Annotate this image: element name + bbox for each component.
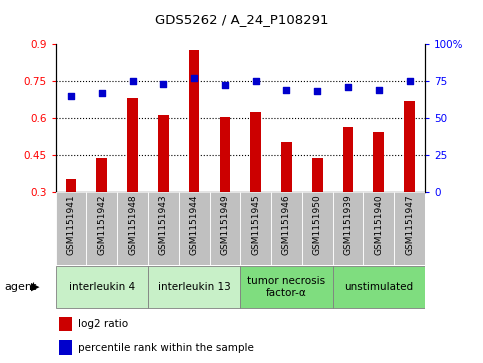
Bar (86, 192, 117, 265)
Point (375, 87, 383, 93)
Text: GSM1151949: GSM1151949 (220, 195, 229, 255)
Bar (148, 192, 179, 265)
Point (406, 78, 413, 83)
Text: GSM1151941: GSM1151941 (67, 195, 75, 255)
Text: agent: agent (5, 282, 37, 292)
Bar (404, 101, 415, 192)
Text: GSM1151946: GSM1151946 (282, 195, 291, 255)
Bar (342, 127, 354, 192)
Point (344, 84, 352, 90)
Bar (240, 192, 271, 265)
Text: GSM1151945: GSM1151945 (251, 195, 260, 255)
Text: GDS5262 / A_24_P108291: GDS5262 / A_24_P108291 (155, 13, 328, 26)
Bar (179, 192, 210, 265)
Bar (189, 50, 199, 192)
Bar (241, 266, 333, 308)
Text: GSM1151943: GSM1151943 (159, 195, 168, 255)
Bar (312, 158, 323, 192)
Point (221, 82, 229, 88)
Point (313, 88, 321, 94)
Bar (66, 179, 76, 192)
Text: interleukin 13: interleukin 13 (158, 282, 230, 292)
Bar (373, 132, 384, 192)
Bar (250, 112, 261, 192)
Bar (271, 192, 302, 265)
Point (252, 78, 259, 83)
Point (128, 78, 136, 83)
Bar (96, 158, 107, 192)
Bar (394, 192, 425, 265)
Bar (117, 192, 148, 265)
Point (98, 90, 106, 95)
Text: ▶: ▶ (30, 282, 39, 292)
Text: GSM1151940: GSM1151940 (374, 195, 384, 255)
Bar (59, 340, 72, 355)
Bar (333, 192, 364, 265)
Point (67, 93, 75, 98)
Bar (333, 266, 425, 308)
Bar (364, 192, 394, 265)
Text: GSM1151948: GSM1151948 (128, 195, 137, 255)
Text: GSM1151944: GSM1151944 (190, 195, 199, 255)
Text: tumor necrosis
factor-α: tumor necrosis factor-α (247, 276, 326, 298)
Text: GSM1151947: GSM1151947 (405, 195, 414, 255)
Bar (210, 192, 240, 265)
Bar (281, 142, 292, 192)
Point (159, 81, 167, 87)
Text: log2 ratio: log2 ratio (78, 319, 128, 329)
Bar (127, 98, 138, 192)
Point (190, 75, 198, 81)
Text: GSM1151942: GSM1151942 (97, 195, 106, 255)
Point (283, 87, 290, 93)
Bar (302, 192, 333, 265)
Bar (56, 192, 86, 265)
Text: GSM1151939: GSM1151939 (343, 195, 353, 255)
Bar (59, 317, 72, 331)
Bar (219, 117, 230, 192)
Text: percentile rank within the sample: percentile rank within the sample (78, 343, 254, 352)
Bar (148, 266, 241, 308)
Text: interleukin 4: interleukin 4 (69, 282, 135, 292)
Text: unstimulated: unstimulated (344, 282, 413, 292)
Text: GSM1151950: GSM1151950 (313, 195, 322, 255)
Bar (56, 266, 148, 308)
Bar (158, 115, 169, 192)
